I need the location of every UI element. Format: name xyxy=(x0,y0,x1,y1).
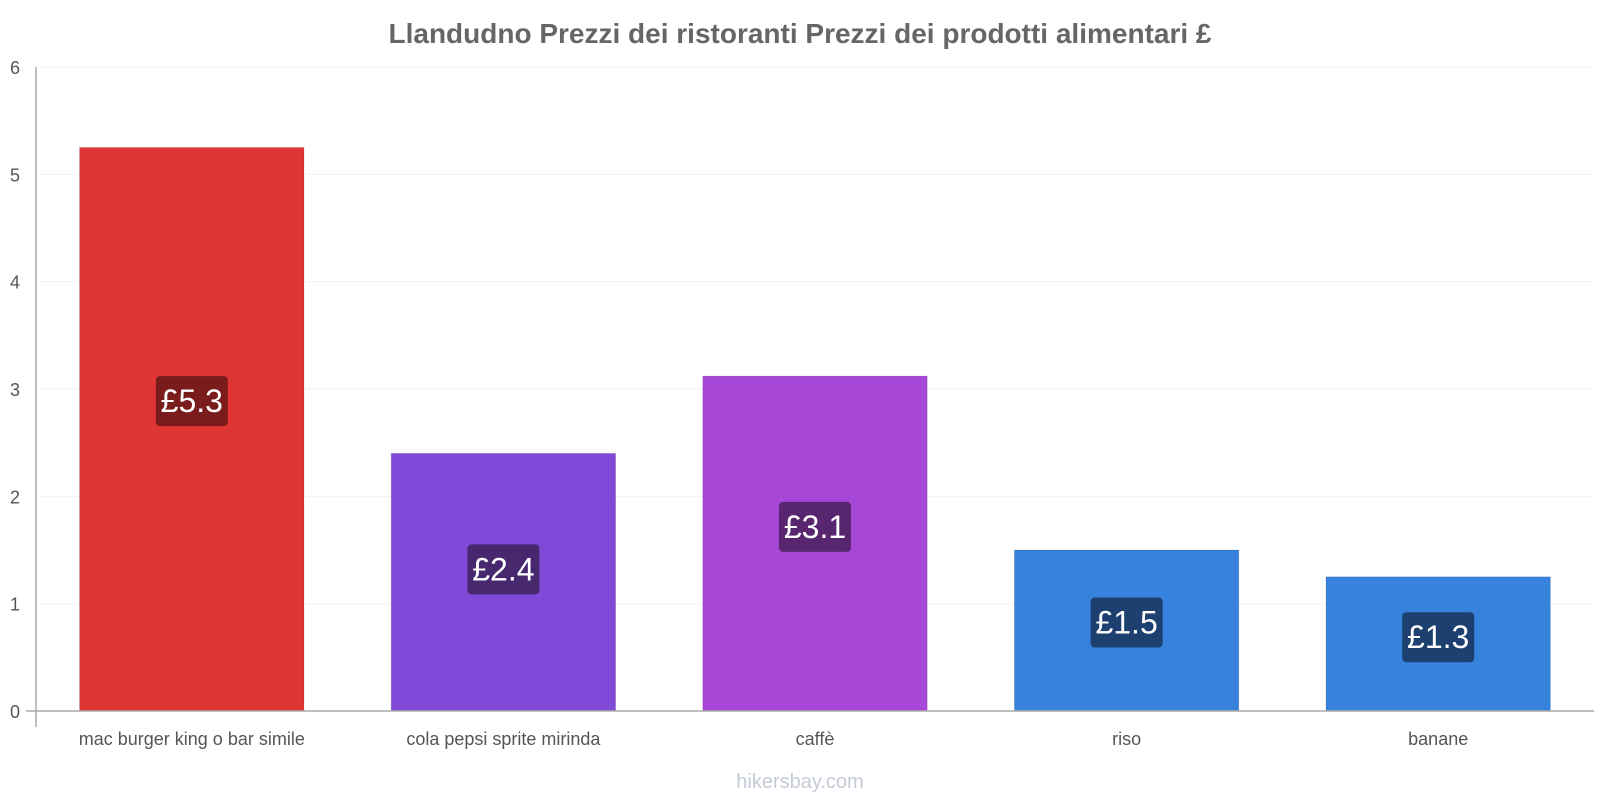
bar xyxy=(79,147,305,712)
axes xyxy=(26,67,1594,727)
x-tick-label: mac burger king o bar simile xyxy=(79,729,305,749)
y-tick-label: 6 xyxy=(10,58,20,78)
value-label: £1.5 xyxy=(1095,604,1157,640)
y-tick-label: 2 xyxy=(10,487,20,507)
watermark-text: hikersbay.com xyxy=(736,771,863,793)
x-tick-label: riso xyxy=(1112,729,1141,749)
value-label-badge xyxy=(1090,597,1163,648)
y-tick-label: 4 xyxy=(10,273,20,293)
y-tick-label: 3 xyxy=(10,380,20,400)
bars xyxy=(79,147,1551,712)
value-label: £3.1 xyxy=(784,509,846,545)
value-label: £2.4 xyxy=(472,551,534,587)
y-tick-label: 1 xyxy=(10,595,20,615)
x-tick-label: banane xyxy=(1408,729,1468,749)
value-label-badge xyxy=(779,501,851,552)
tick-labels: 0 1 2 3 4 5 6 mac burger king o bar simile cola … xyxy=(10,58,1468,749)
value-label: £5.3 xyxy=(161,383,223,419)
x-tick-label: caffè xyxy=(796,729,835,749)
value-label-badge xyxy=(1402,612,1475,663)
y-tick-label: 5 xyxy=(10,165,20,185)
x-tick-label: cola pepsi sprite mirinda xyxy=(406,729,601,749)
value-labels: £5.3 £2.4 £3.1 £1.5 £1.3 xyxy=(155,376,1475,663)
chart-title: Llandudno Prezzi dei ristoranti Prezzi d… xyxy=(388,18,1211,49)
value-label-badge xyxy=(155,376,228,427)
value-label: £1.3 xyxy=(1407,619,1469,655)
value-label-badge xyxy=(467,544,540,595)
y-tick-label: 0 xyxy=(10,702,20,722)
